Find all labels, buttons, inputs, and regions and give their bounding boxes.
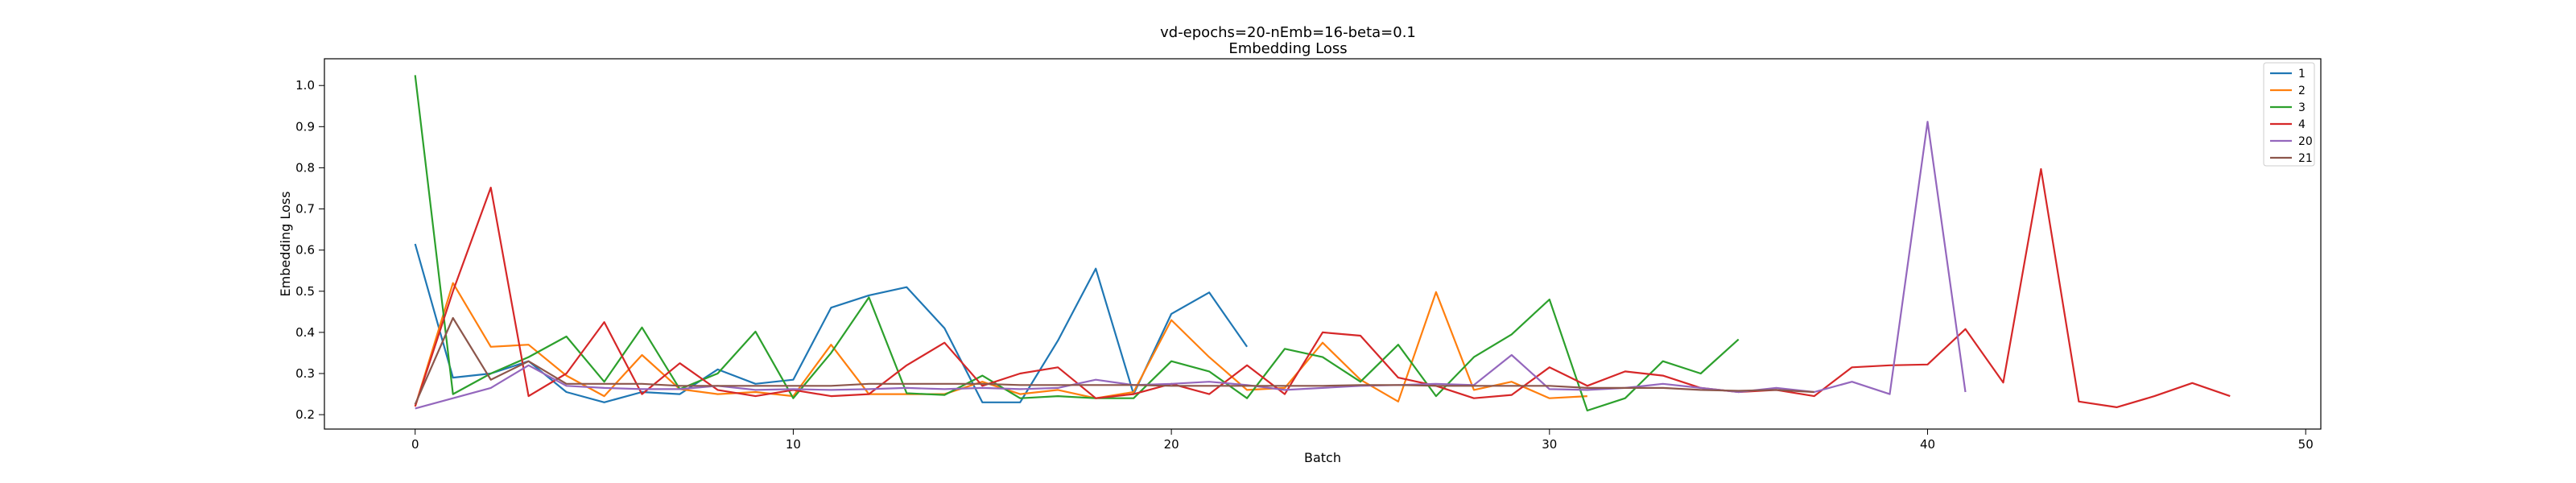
series-line-21: [414, 316, 1814, 405]
x-tick-label: 40: [1920, 437, 1935, 452]
y-tick-label: 0.2: [295, 407, 315, 422]
y-tick-label: 0.8: [295, 160, 315, 175]
series-layer: [414, 75, 2231, 412]
y-tick-label: 0.3: [295, 366, 315, 381]
x-tick-label: 30: [1542, 437, 1557, 452]
y-tick-label: 0.9: [295, 119, 315, 134]
x-tick-label: 50: [2298, 437, 2314, 452]
plot-frame: [324, 58, 2322, 430]
legend-frame: [2263, 62, 2315, 167]
legend: 1 2 3 4 20 21: [2263, 62, 2315, 167]
x-tick-label: 0: [411, 437, 419, 452]
series-line-4: [414, 167, 2231, 408]
x-tick-label: 10: [786, 437, 801, 452]
x-tick-label: 20: [1164, 437, 1179, 452]
x-axis: 0 10 20 30 40 50: [411, 429, 2314, 452]
legend-label-1: 1: [2298, 68, 2306, 80]
y-tick-label: 0.5: [295, 284, 315, 299]
series-line-1: [414, 243, 1249, 403]
legend-label-3: 3: [2298, 101, 2306, 114]
y-tick-label: 0.4: [295, 325, 315, 340]
legend-label-4: 4: [2298, 118, 2306, 131]
y-tick-label: 0.6: [295, 243, 315, 258]
legend-label-20: 20: [2298, 135, 2313, 148]
chart-subtitle: Embedding Loss: [1228, 40, 1347, 57]
legend-label-2: 2: [2298, 85, 2306, 97]
y-tick-label: 1.0: [295, 78, 315, 93]
chart-title: vd-epochs=20-nEmb=16-beta=0.1: [1160, 24, 1416, 41]
series-line-20: [415, 121, 1967, 410]
y-axis-label: Embedding Loss: [278, 192, 293, 297]
series-line-3: [414, 75, 1740, 412]
x-axis-label: Batch: [1304, 450, 1341, 465]
y-tick-label: 0.7: [295, 202, 315, 217]
y-axis: 0.2 0.3 0.4 0.5 0.6 0.7 0.8 0.9 1.0: [295, 78, 324, 422]
legend-label-21: 21: [2298, 152, 2313, 165]
